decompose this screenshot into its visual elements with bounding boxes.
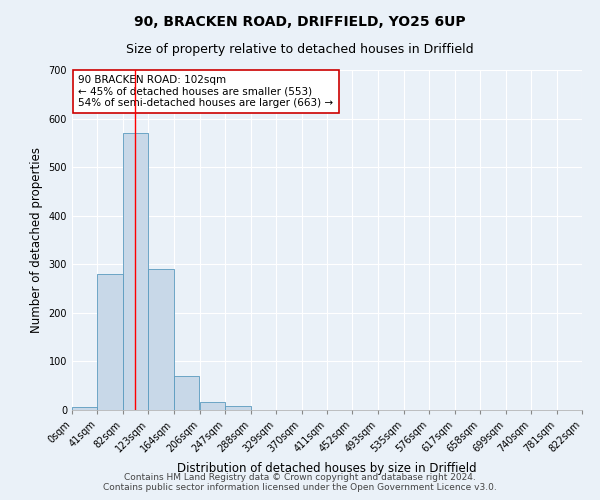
Bar <box>97 274 123 410</box>
X-axis label: Distribution of detached houses by size in Driffield: Distribution of detached houses by size … <box>177 462 477 475</box>
Text: Contains HM Land Registry data © Crown copyright and database right 2024.: Contains HM Land Registry data © Crown c… <box>124 474 476 482</box>
Text: Size of property relative to detached houses in Driffield: Size of property relative to detached ho… <box>126 42 474 56</box>
Bar <box>72 406 97 410</box>
Text: 90, BRACKEN ROAD, DRIFFIELD, YO25 6UP: 90, BRACKEN ROAD, DRIFFIELD, YO25 6UP <box>134 15 466 29</box>
Bar <box>148 269 174 410</box>
Text: 90 BRACKEN ROAD: 102sqm
← 45% of detached houses are smaller (553)
54% of semi-d: 90 BRACKEN ROAD: 102sqm ← 45% of detache… <box>78 75 334 108</box>
Bar <box>123 133 148 410</box>
Text: Contains public sector information licensed under the Open Government Licence v3: Contains public sector information licen… <box>103 484 497 492</box>
Bar <box>225 406 251 410</box>
Bar <box>200 402 225 410</box>
Bar <box>174 376 199 410</box>
Y-axis label: Number of detached properties: Number of detached properties <box>30 147 43 333</box>
